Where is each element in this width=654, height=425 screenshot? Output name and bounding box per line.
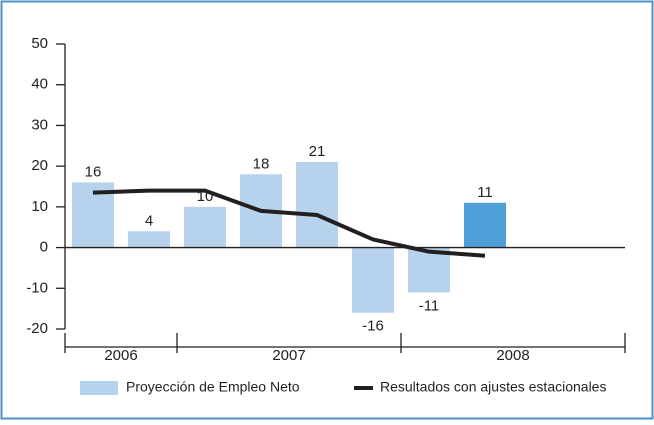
y-tick-label: 0 [40, 239, 48, 256]
legend-label: Proyección de Empleo Neto [126, 379, 300, 395]
y-tick-label: 40 [31, 76, 48, 93]
x-group-label: 2006 [104, 347, 137, 364]
legend-swatch [80, 381, 118, 395]
y-tick-label: 30 [31, 116, 48, 133]
bar [184, 206, 226, 248]
bar [296, 162, 338, 248]
bar [408, 247, 450, 293]
x-group-label: 2007 [272, 347, 305, 364]
data-label: 18 [253, 155, 270, 172]
data-label: -16 [362, 318, 384, 335]
data-label: -11 [419, 297, 440, 314]
y-tick-label: 20 [31, 157, 48, 174]
data-label: 4 [145, 212, 153, 229]
bar [464, 202, 506, 248]
y-tick-label: 50 [31, 35, 48, 52]
data-label: 21 [309, 143, 326, 160]
data-label: 11 [477, 184, 493, 201]
bar [128, 231, 170, 248]
x-group-label: 2008 [496, 347, 529, 364]
data-label: 16 [85, 163, 102, 180]
y-tick-label: -10 [26, 279, 48, 296]
y-tick-label: 10 [31, 198, 48, 215]
legend-label: Resultados con ajustes estacionales [380, 379, 606, 395]
line [92, 188, 486, 258]
y-tick-label: -20 [26, 320, 48, 337]
bar [352, 247, 394, 313]
